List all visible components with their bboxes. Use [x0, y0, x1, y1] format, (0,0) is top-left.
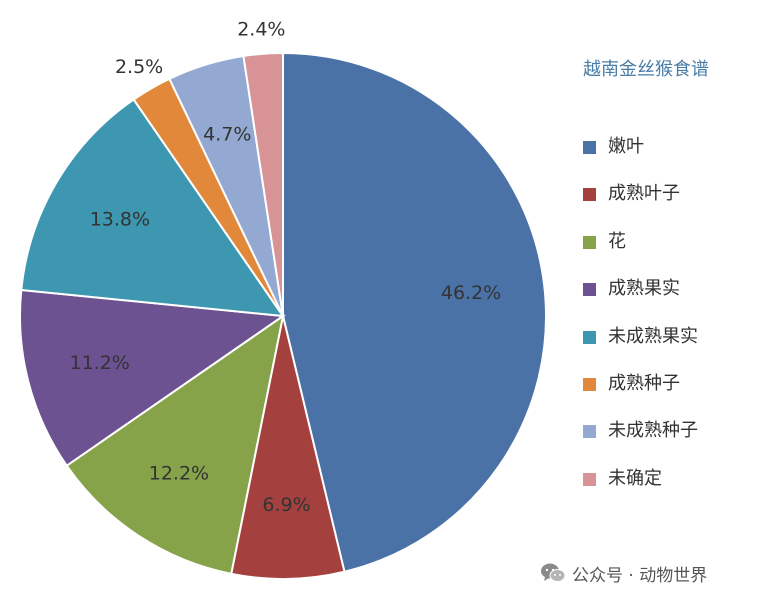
legend-item-1: 嫩叶 [583, 134, 768, 181]
legend-swatch [583, 235, 596, 249]
legend-swatch [583, 377, 596, 391]
watermark: 公众号 · 动物世界 [540, 559, 707, 587]
pie-slice-4 [19, 288, 286, 468]
legend-item-8: 未确定 [583, 466, 768, 513]
legend-item-6: 成熟种子 [583, 371, 768, 418]
pie-slices [19, 51, 547, 580]
chart-title: 越南金丝猴食谱 [583, 59, 709, 80]
legend-item-7: 未成熟种子 [583, 418, 768, 465]
legend-swatch [583, 141, 596, 154]
legend-label: 花 [608, 230, 626, 252]
legend-items: 嫩叶成熟叶子花成熟果实未成熟果实成熟种子未成熟种子未确定 [583, 134, 768, 513]
legend-swatch [583, 283, 596, 297]
pie-data-labels: 46.2% 6.9% 12.2% 11.2% 13.8% 2.5% 4.7% 2.4% [69, 18, 501, 516]
data-label-6: 2.5% [115, 56, 163, 78]
legend-item-2: 成熟叶子 [583, 181, 768, 228]
legend-label: 未成熟果实 [608, 325, 698, 347]
pie-slice-5 [20, 98, 286, 318]
legend-label: 未确定 [608, 467, 662, 489]
legend-label: 成熟叶子 [608, 183, 680, 205]
legend-swatch [583, 425, 596, 439]
pie-slice-1 [282, 51, 547, 573]
legend-item-3: 花 [583, 229, 768, 276]
pie-chart: 46.2% 6.9% 12.2% 11.2% 13.8% 2.5% 4.7% 2.4% [19, 18, 547, 580]
watermark-text: 公众号 · 动物世界 [572, 565, 708, 586]
legend-swatch [583, 330, 596, 344]
data-label-8: 2.4% [237, 18, 285, 40]
legend-swatch [583, 188, 596, 202]
pie-slice-8 [242, 51, 284, 317]
legend-label: 成熟种子 [608, 372, 680, 394]
data-label-7: 4.7% [203, 124, 251, 146]
pie-slice-2 [230, 315, 346, 580]
legend-label: 成熟果实 [608, 278, 680, 300]
legend: 越南金丝猴食谱 嫩叶成熟叶子花成熟果实未成熟果实成熟种子未成熟种子未确定 [583, 56, 768, 513]
data-label-3: 12.2% [149, 463, 209, 485]
data-label-4: 11.2% [69, 352, 129, 374]
legend-item-4: 成熟果实 [583, 276, 768, 323]
legend-label: 未成熟种子 [608, 420, 698, 442]
legend-label: 嫩叶 [608, 136, 644, 157]
wechat-icon [541, 563, 566, 582]
legend-item-5: 未成熟果实 [583, 324, 768, 371]
data-label-1: 46.2% [441, 282, 501, 304]
pie-slice-3 [65, 313, 285, 576]
data-label-5: 13.8% [90, 208, 150, 230]
data-label-2: 6.9% [262, 494, 310, 516]
legend-swatch [583, 472, 596, 486]
